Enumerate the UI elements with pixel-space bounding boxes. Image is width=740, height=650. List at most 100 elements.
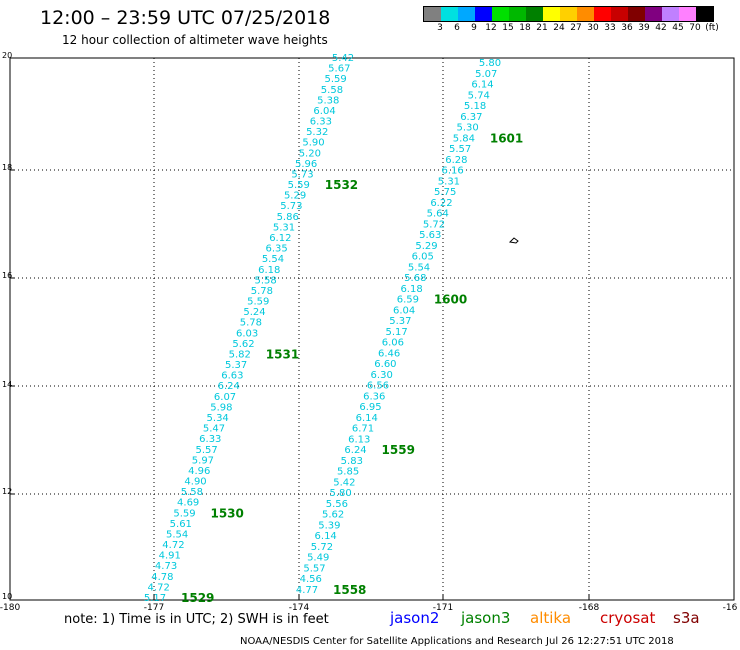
wave-height-value: 5.37 [389,316,411,327]
wave-height-value: 5.47 [203,424,225,435]
wave-height-value: 5.30 [456,123,478,134]
wave-height-value: 5.72 [311,542,333,553]
wave-height-value: 5.61 [170,519,192,530]
wave-height-value: 5.97 [192,455,214,466]
color-scale-label: 3 [437,23,443,33]
pass-time-label: 1529 [181,591,214,605]
color-swatch [492,7,509,21]
color-scale-label: 39 [638,23,650,33]
wave-height-value: 5.59 [247,297,269,308]
wave-height-value: 5.17 [144,593,166,604]
color-swatch [645,7,662,21]
wave-height-value: 5.49 [307,553,329,564]
wave-height-value: 6.06 [382,338,404,349]
wave-height-value: 6.56 [367,381,389,392]
color-swatch [696,7,713,21]
lat-label-20: 20 [2,51,13,60]
wave-height-value: 6.95 [359,402,381,413]
wave-height-value: 5.78 [251,286,273,297]
wave-height-value: 5.31 [438,176,460,187]
wave-height-value: 5.67 [328,64,350,75]
wave-height-value: 5.86 [277,212,299,223]
pass-time-label: 1531 [266,347,299,361]
color-scale-label: 12 [485,23,497,33]
map-frame [9,57,735,601]
wave-height-value: 5.73 [291,169,313,180]
wave-height-value: 5.80 [329,488,351,499]
lon-label-171: -171 [432,603,454,613]
wave-height-value: 6.33 [199,434,221,445]
color-scale-label: (ft) [705,23,719,33]
wave-height-value: 5.54 [166,529,188,540]
wave-height-value: 5.90 [302,138,324,149]
credit-line: NOAA/NESDIS Center for Satellite Applica… [240,636,674,647]
wave-height-value: 6.46 [378,348,400,359]
color-swatch [424,7,441,21]
wave-height-value: 6.28 [445,155,467,166]
wave-height-value: 5.18 [464,101,486,112]
lat-label-14: 14 [2,380,13,389]
wave-height-value: 5.58 [254,275,276,286]
wave-height-value: 6.05 [412,252,434,263]
wave-height-value: 5.82 [229,349,251,360]
wave-height-value: 6.14 [471,80,493,91]
wave-height-value: 6.13 [348,434,370,445]
wave-height-value: 5.75 [434,187,456,198]
wave-height-value: 5.98 [210,402,232,413]
pass-time-label: 1532 [325,178,358,192]
wave-height-value: 5.58 [321,85,343,96]
color-scale-label: 36 [621,23,633,33]
wave-height-value: 5.38 [317,95,339,106]
wave-height-value: 6.24 [218,381,240,392]
wave-height-value: 6.22 [430,198,452,209]
color-swatch [560,7,577,21]
wave-height-value: 5.54 [408,262,430,273]
color-swatch [611,7,628,21]
color-scale-label: 15 [502,23,514,33]
color-swatch [526,7,543,21]
wave-height-value: 5.63 [419,230,441,241]
page-title: 12:00 – 23:59 UTC 07/25/2018 [40,7,331,29]
legend-altika: altika [530,609,572,627]
wave-height-value: 4.72 [162,540,184,551]
wave-height-value: 5.17 [385,327,407,338]
wave-height-value: 6.07 [214,392,236,403]
wave-height-value: 5.59 [173,508,195,519]
wave-height-value: 4.77 [296,585,318,596]
wave-height-value: 6.33 [310,117,332,128]
lat-label-18: 18 [2,163,13,172]
wave-height-value: 6.03 [236,328,258,339]
wave-height-value: 5.42 [333,477,355,488]
wave-height-value: 6.14 [315,531,337,542]
color-scale-label: 30 [587,23,599,33]
wave-height-value: 5.32 [306,127,328,138]
wave-height-value: 5.64 [427,209,449,220]
wave-height-value: 5.42 [332,53,354,64]
wave-height-value: 5.78 [240,318,262,329]
legend-jason3: jason3 [461,609,511,627]
wave-height-value: 6.18 [258,265,280,276]
units-note: note: 1) Time is in UTC; 2) SWH is in fe… [64,612,329,627]
wave-height-value: 5.34 [207,413,229,424]
lon-label-180: -180 [0,603,21,613]
wave-height-value: 5.31 [273,222,295,233]
lon-label-174: -174 [288,603,310,613]
wave-height-value: 5.20 [299,148,321,159]
color-scale-labels: 3 6 9 12 15 18 21 24 27 30 33 36 39 42 45 70 (ft) [423,23,740,35]
wave-height-value: 5.37 [225,360,247,371]
color-swatch [509,7,526,21]
color-scale-label: 42 [655,23,667,33]
wave-height-value: 6.12 [269,233,291,244]
color-scale-label: 6 [454,23,460,33]
color-scale-bar [423,6,714,22]
color-swatch [543,7,560,21]
wave-height-value: 4.73 [155,561,177,572]
wave-height-value: 5.85 [337,467,359,478]
wave-height-value: 5.74 [468,90,490,101]
color-scale-label: 24 [553,23,565,33]
wave-height-value: 5.62 [232,339,254,350]
wave-height-value: 5.57 [303,563,325,574]
lat-label-10: 10 [2,592,13,601]
